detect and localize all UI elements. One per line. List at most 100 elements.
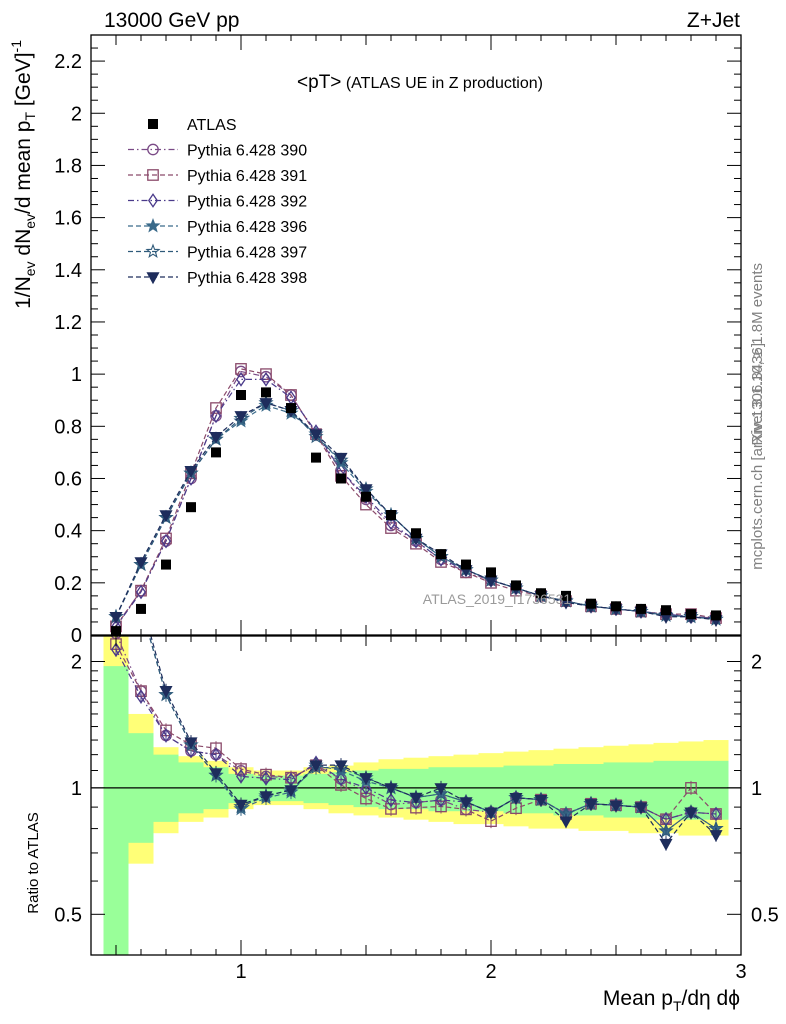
series-ratio-point bbox=[433, 785, 449, 801]
series-point bbox=[261, 371, 271, 387]
data-point bbox=[286, 403, 296, 414]
series-ratio-point bbox=[534, 794, 548, 807]
series-4-upper bbox=[108, 397, 724, 626]
series-6-ratio bbox=[110, 584, 723, 851]
series-ratio-point bbox=[136, 689, 146, 704]
y-tick-label-upper: 0.2 bbox=[54, 573, 82, 595]
series-ratio-point bbox=[684, 807, 698, 820]
series-line bbox=[115, 404, 717, 620]
series-ratio-point bbox=[184, 737, 198, 750]
series-ratio-point bbox=[259, 791, 273, 804]
data-point bbox=[186, 502, 196, 513]
chart-title-sub: (ATLAS UE in Z production) bbox=[341, 75, 543, 92]
data-point bbox=[211, 447, 221, 458]
data-point bbox=[436, 549, 446, 560]
band-inner-bin bbox=[103, 666, 129, 955]
series-5-upper bbox=[108, 394, 724, 626]
legend-label: Pythia 6.428 397 bbox=[187, 245, 307, 262]
series-point bbox=[109, 612, 123, 624]
legend-label: Pythia 6.428 398 bbox=[187, 270, 307, 287]
series-3-upper bbox=[111, 371, 721, 635]
series-point bbox=[386, 515, 396, 531]
series-ratio-point bbox=[409, 792, 423, 805]
series-point bbox=[160, 532, 172, 545]
data-point bbox=[311, 452, 321, 463]
legend-label: Pythia 6.428 396 bbox=[187, 219, 307, 236]
series-ratio-point bbox=[711, 806, 721, 822]
legend-entry-5: Pythia 6.428 397 bbox=[128, 243, 307, 262]
upper-plot-area bbox=[108, 363, 724, 635]
data-points bbox=[111, 387, 721, 635]
series-point bbox=[136, 584, 146, 600]
series-point bbox=[161, 533, 171, 549]
series-2-upper bbox=[110, 363, 722, 633]
series-ratio-point bbox=[584, 799, 598, 812]
legend-entry-4: Pythia 6.428 396 bbox=[128, 218, 307, 236]
data-point bbox=[711, 610, 721, 621]
y-tick-label-lower-right: 1 bbox=[751, 778, 762, 800]
legend-entry-6: Pythia 6.428 398 bbox=[128, 270, 307, 287]
chart-title: <pT> (ATLAS UE in Z production) bbox=[297, 72, 543, 93]
series-ratio-point bbox=[261, 770, 271, 786]
series-ratio-point bbox=[110, 584, 121, 594]
legend: ATLAS Pythia 6.428 390 Pythia 6.428 391 Pyt… bbox=[128, 117, 307, 287]
series-ratio-point bbox=[434, 783, 448, 796]
legend-marker bbox=[147, 169, 159, 181]
y-tick-label-upper: 0 bbox=[71, 625, 82, 647]
y-tick-label-upper: 1.6 bbox=[54, 208, 82, 230]
series-ratio-point bbox=[236, 769, 246, 784]
y-tick-label-lower-left: 1 bbox=[71, 778, 82, 800]
y-tick-label-upper: 1.8 bbox=[54, 155, 82, 177]
data-point bbox=[536, 588, 546, 599]
y-tick-label-lower-right: 0.5 bbox=[751, 904, 779, 926]
series-ratio-point bbox=[459, 797, 473, 810]
legend-marker bbox=[148, 193, 158, 208]
legend-label: Pythia 6.428 392 bbox=[187, 194, 307, 211]
series-ratio-point bbox=[659, 838, 673, 851]
legend-marker bbox=[145, 243, 161, 258]
data-point bbox=[511, 580, 521, 591]
series-6-upper bbox=[109, 398, 723, 628]
series-point bbox=[159, 510, 173, 523]
data-point bbox=[486, 567, 496, 578]
series-point bbox=[211, 408, 221, 424]
series-line bbox=[115, 368, 717, 627]
y-tick-label-upper: 2.2 bbox=[54, 51, 82, 73]
chart-title-main: <pT> bbox=[297, 72, 341, 93]
legend-entry-1: Pythia 6.428 390 bbox=[128, 143, 307, 160]
legend-entry-2: Pythia 6.428 391 bbox=[128, 168, 307, 185]
axis-ticks bbox=[91, 34, 742, 955]
series-ratio-point bbox=[634, 802, 648, 815]
series-point bbox=[260, 368, 272, 380]
legend-marker bbox=[146, 272, 160, 285]
series-point bbox=[285, 389, 297, 401]
legend-marker bbox=[147, 143, 159, 156]
data-point bbox=[161, 559, 171, 570]
series-point bbox=[234, 411, 248, 424]
series-ratio-point bbox=[159, 686, 173, 698]
legend-marker bbox=[145, 218, 161, 233]
y-tick-label-upper: 1.2 bbox=[54, 312, 82, 334]
y-tick-label-upper: 1 bbox=[71, 364, 82, 386]
ratio-panel bbox=[90, 582, 742, 956]
data-point bbox=[361, 491, 371, 502]
y-tick-label-upper: 0.6 bbox=[54, 468, 82, 490]
legend-label: Pythia 6.428 390 bbox=[187, 143, 307, 160]
series-point bbox=[334, 452, 348, 465]
series-ratio-point bbox=[384, 783, 398, 796]
series-ratio-point bbox=[658, 823, 674, 838]
data-point bbox=[611, 601, 621, 612]
series-ratio-point bbox=[386, 792, 396, 808]
series-ratio-point bbox=[336, 771, 346, 787]
series-point bbox=[359, 484, 373, 497]
data-point bbox=[661, 605, 671, 616]
rivet-label: Rivet 3.1.10, ≥ 1.8M events bbox=[749, 263, 766, 446]
y-tick-label-lower-left: 0.5 bbox=[54, 904, 82, 926]
x-tick-label: 3 bbox=[735, 961, 746, 983]
series-ratio-point bbox=[709, 830, 723, 843]
y-tick-label-upper: 2 bbox=[71, 103, 82, 125]
series-ratio-point bbox=[234, 799, 248, 812]
series-ratio-point bbox=[110, 582, 122, 594]
series-ratio-point bbox=[559, 816, 573, 829]
series-1-upper bbox=[110, 365, 722, 632]
